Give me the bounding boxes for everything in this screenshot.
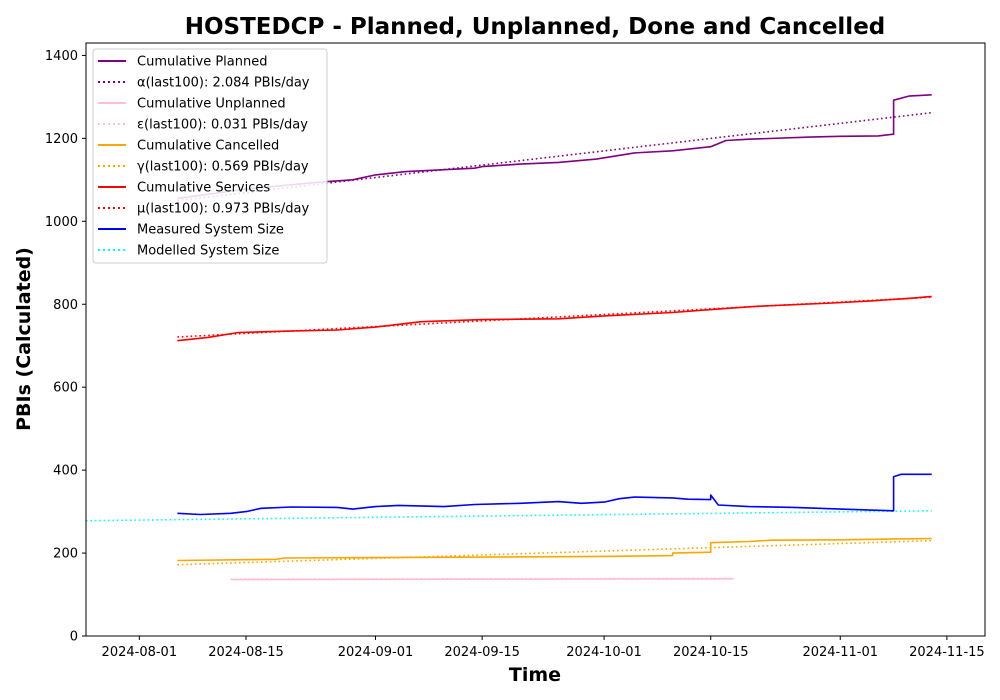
x-tick-label: 2024-08-01 [102,645,178,660]
y-tick-label: 1200 [45,132,78,147]
chart-title: HOSTEDCP - Planned, Unplanned, Done and … [185,14,886,40]
x-tick-label: 2024-08-15 [208,645,284,660]
plot-frame [85,42,986,637]
legend-label: ε(last100): 0.031 PBIs/day [137,118,308,133]
series-line-cumulative-planned [177,94,932,200]
y-axis-label: PBIs (Calculated) [13,247,35,431]
legend-label: Measured System Size [137,223,284,238]
legend-box [92,48,328,264]
y-tick-label: 200 [53,547,78,562]
x-tick-label: 2024-09-15 [444,645,520,660]
legend: Cumulative Planned α(last100): 2.084 PBIs… [92,48,328,264]
x-tick-label: 2024-10-15 [673,645,749,660]
y-tick-label: 1000 [45,215,78,230]
legend-label: γ(last100): 0.569 PBIs/day [137,160,309,175]
y-tick-label: 600 [53,381,78,396]
y-tick-label: 1400 [45,49,78,64]
y-axis: 0 200 400 600 800 1000 1200 1400 [45,49,86,645]
x-axis: 2024-08-01 2024-08-15 2024-09-01 2024-09-15… [102,636,985,660]
series-line-cumulative-services [177,295,932,342]
legend-label: Cumulative Planned [137,55,267,70]
series-line-cumulative-unplanned [230,578,734,581]
legend-label: Cumulative Cancelled [137,139,279,154]
x-axis-label: Time [509,664,561,686]
y-tick-label: 800 [53,298,78,313]
y-tick-label: 400 [53,464,78,479]
x-tick-label: 2024-09-01 [338,645,414,660]
series-line-measured-system-size [177,473,932,516]
x-tick-label: 2024-10-01 [566,645,642,660]
legend-label: Cumulative Services [137,181,270,196]
legend-label: α(last100): 2.084 PBIs/day [137,76,310,91]
legend-label: μ(last100): 0.973 PBIs/day [137,202,309,217]
series-line-modelled-system-size [85,510,932,522]
legend-label: Cumulative Unplanned [137,97,286,112]
series-line-cumulative-cancelled [177,537,932,562]
plot-area [85,94,932,581]
series-line-last100-2-084-pbis-day [177,111,932,202]
y-tick-label: 0 [70,630,78,645]
legend-label: Modelled System Size [137,244,279,259]
x-tick-label: 2024-11-01 [802,645,878,660]
x-tick-label: 2024-11-15 [909,645,985,660]
